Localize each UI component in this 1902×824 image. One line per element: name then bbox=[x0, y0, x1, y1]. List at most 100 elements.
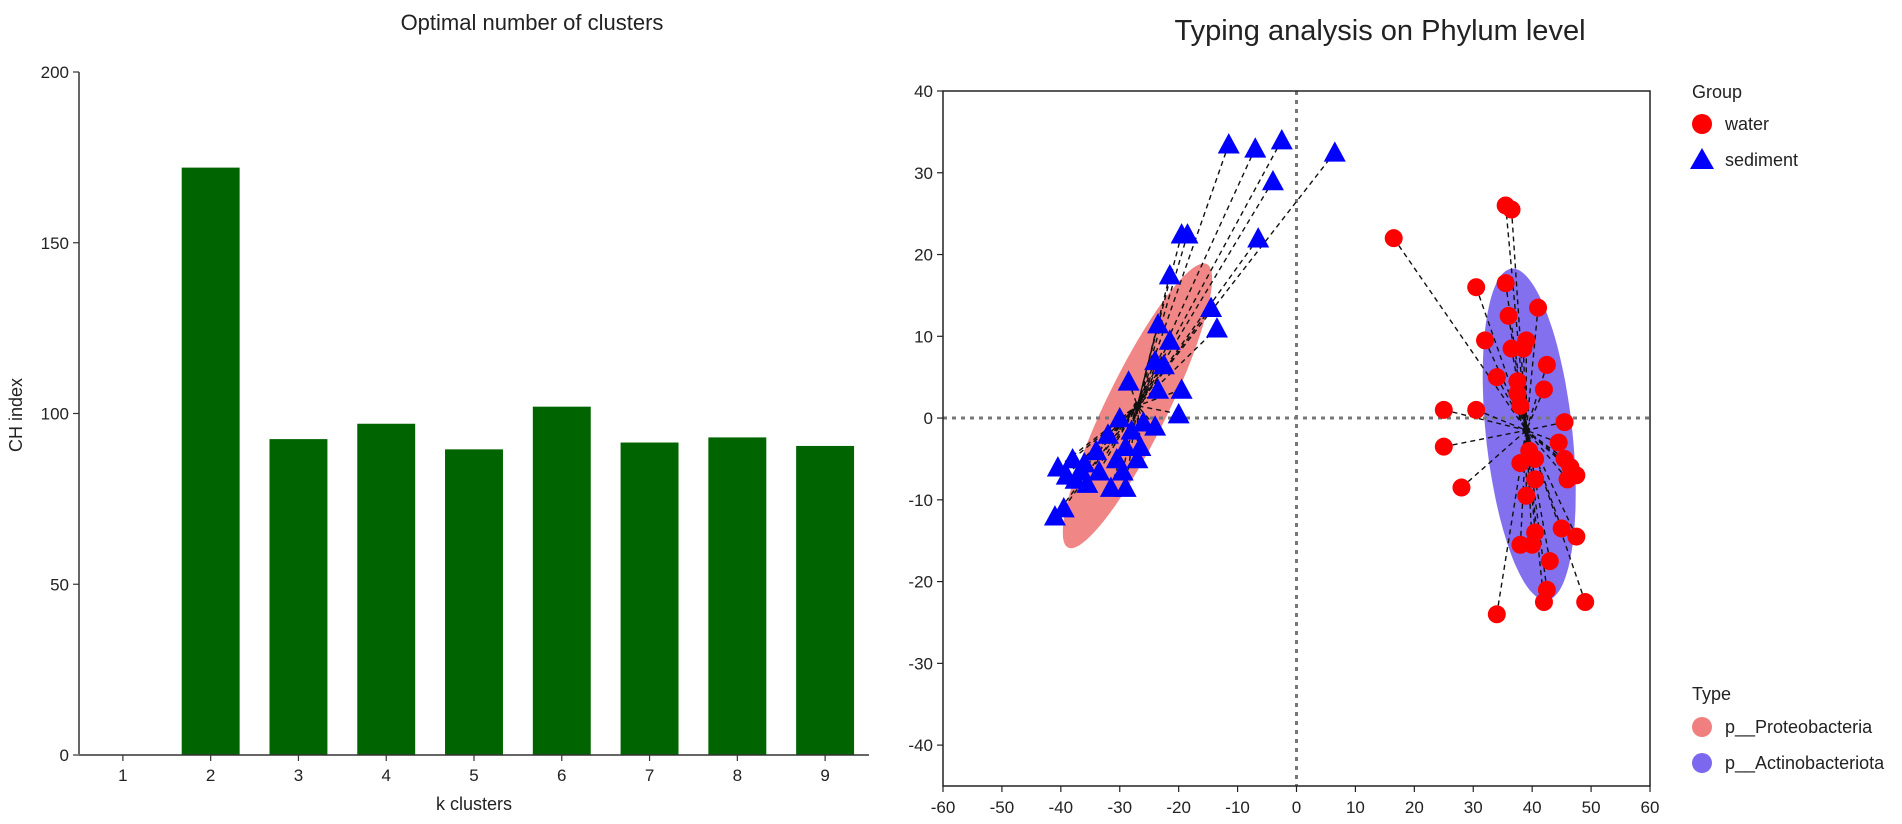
bar-y-tick-label: 200 bbox=[41, 63, 69, 82]
water-point bbox=[1499, 306, 1518, 325]
water-point bbox=[1434, 437, 1453, 456]
scatter-y-tick-label: -40 bbox=[908, 736, 933, 755]
sediment-point bbox=[1117, 370, 1140, 391]
legend-actinobacteriota-label: p__Actinobacteriota bbox=[1725, 753, 1885, 774]
bar-x-tick-label: 4 bbox=[381, 766, 390, 785]
water-point bbox=[1511, 396, 1530, 415]
bar-chart: Optimal number of clusters 050100150200 … bbox=[6, 10, 869, 814]
scatter-chart: Typing analysis on Phylum level -40 -30 -2… bbox=[908, 15, 1885, 817]
water-centroid-link bbox=[1510, 348, 1527, 431]
legend-sediment-marker bbox=[1690, 148, 1714, 169]
sediment-point bbox=[1323, 141, 1346, 162]
water-centroid-link bbox=[1525, 364, 1548, 431]
sediment-point bbox=[1247, 227, 1270, 248]
sediment-centroid-link bbox=[1054, 405, 1138, 517]
scatter-y-tick-label: 20 bbox=[914, 246, 933, 265]
bar-k2 bbox=[181, 167, 240, 755]
sediment-point bbox=[1126, 447, 1149, 469]
water-point bbox=[1434, 400, 1453, 419]
scatter-legend: Group water sediment Type p__Proteobacte… bbox=[1690, 82, 1885, 774]
sediment-centroid-link bbox=[1072, 405, 1138, 460]
scatter-y-tick-label: -30 bbox=[908, 654, 933, 673]
water-point bbox=[1567, 527, 1586, 546]
sediment-point bbox=[1152, 353, 1175, 375]
sediment-centroid bbox=[1133, 401, 1142, 410]
sediment-point bbox=[1129, 435, 1152, 457]
sediment-point bbox=[1158, 329, 1181, 350]
sediment-point bbox=[1043, 505, 1066, 526]
scatter-x-tick-label: 60 bbox=[1641, 798, 1660, 817]
water-point bbox=[1476, 331, 1495, 350]
scatter-x-tick-label: -50 bbox=[990, 798, 1015, 817]
sediment-point bbox=[1120, 419, 1143, 440]
water-centroid-link bbox=[1525, 389, 1545, 431]
bar-chart-title: Optimal number of clusters bbox=[401, 10, 664, 35]
sediment-point bbox=[1261, 169, 1284, 191]
sediment-point bbox=[1167, 402, 1190, 424]
sediment-point bbox=[1088, 460, 1111, 481]
water-centroid-link bbox=[1525, 430, 1545, 603]
scatter-y-tick-label: -20 bbox=[908, 573, 933, 592]
water-point bbox=[1537, 355, 1556, 374]
sediment-centroid-link bbox=[1137, 405, 1179, 415]
water-point bbox=[1523, 535, 1542, 554]
bar-y-ticks: 0 50 100 150 200 bbox=[41, 63, 79, 765]
bar-k7 bbox=[620, 442, 679, 755]
water-point bbox=[1517, 331, 1536, 350]
water-point bbox=[1487, 368, 1506, 387]
scatter-y-tick-label: 40 bbox=[914, 82, 933, 101]
water-point bbox=[1467, 278, 1486, 297]
bar-x-tick-label: 9 bbox=[820, 766, 829, 785]
water-point bbox=[1526, 470, 1545, 489]
legend-proteobacteria-label: p__Proteobacteria bbox=[1725, 717, 1873, 738]
scatter-y-tick-label: 30 bbox=[914, 164, 933, 183]
scatter-reference-lines bbox=[943, 91, 1650, 786]
water-point bbox=[1452, 478, 1471, 497]
sediment-point bbox=[1147, 313, 1170, 334]
bar-x-axis-label: k clusters bbox=[436, 794, 512, 814]
scatter-x-tick-label: 30 bbox=[1464, 798, 1483, 817]
sediment-point bbox=[1205, 317, 1228, 338]
bar-x-tick-label: 1 bbox=[118, 766, 127, 785]
sediment-point bbox=[1114, 435, 1137, 457]
water-point bbox=[1517, 486, 1536, 505]
sediment-centroid-link bbox=[1136, 360, 1156, 407]
water-centroid-link bbox=[1504, 283, 1527, 431]
scatter-x-tick-label: -40 bbox=[1049, 798, 1074, 817]
water-point bbox=[1558, 470, 1577, 489]
scatter-x-ticks: -60 -50 -40 -30 -20 -10 0 10 20 30 40 50 60 bbox=[931, 786, 1660, 817]
scatter-ellipses bbox=[1062, 263, 1576, 601]
scatter-x-tick-label: 0 bbox=[1292, 798, 1301, 817]
legend-water-marker bbox=[1692, 114, 1712, 134]
sediment-point bbox=[1111, 460, 1134, 481]
sediment-centroid-link bbox=[1136, 233, 1189, 406]
sediment-centroid-link bbox=[1136, 143, 1230, 407]
sediment-centroid-link bbox=[1122, 405, 1139, 472]
scatter-x-tick-label: -20 bbox=[1166, 798, 1191, 817]
bar-k5 bbox=[445, 449, 503, 755]
sediment-centroid-link bbox=[1063, 405, 1138, 509]
sediment-centroid-link bbox=[1136, 364, 1165, 407]
water-point bbox=[1467, 400, 1486, 419]
water-point bbox=[1534, 593, 1553, 612]
bar-k6 bbox=[532, 406, 591, 755]
sediment-point bbox=[1108, 407, 1131, 428]
scatter-points bbox=[1043, 129, 1595, 624]
water-centroid-link bbox=[1461, 429, 1527, 489]
scatter-chart-title: Typing analysis on Phylum level bbox=[1174, 15, 1585, 47]
water-point bbox=[1552, 519, 1571, 538]
sediment-point bbox=[1158, 263, 1181, 285]
water-point bbox=[1555, 413, 1574, 432]
bar-x-tick-label: 8 bbox=[733, 766, 742, 785]
sediment-point bbox=[1114, 476, 1137, 497]
sediment-centroid-link bbox=[1098, 405, 1139, 472]
scatter-y-tick-label: -10 bbox=[908, 491, 933, 510]
water-point bbox=[1549, 433, 1568, 452]
water-point bbox=[1540, 552, 1559, 571]
scatter-x-tick-label: -10 bbox=[1225, 798, 1250, 817]
water-centroid-link bbox=[1526, 429, 1559, 444]
bar-k4 bbox=[357, 423, 416, 755]
sediment-centroid-link bbox=[1136, 237, 1259, 407]
water-centroid-link bbox=[1526, 421, 1565, 432]
